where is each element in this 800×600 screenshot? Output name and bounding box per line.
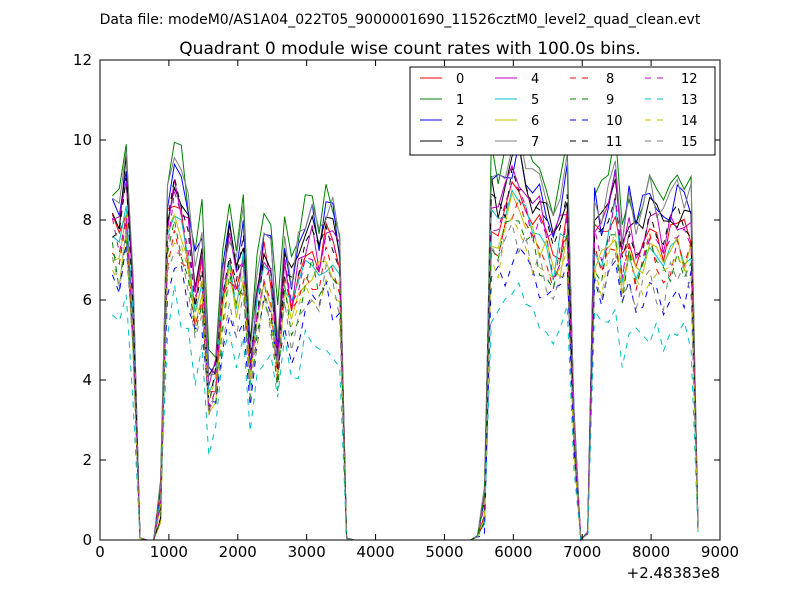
x-tick-label: 4000 xyxy=(356,543,394,561)
x-tick-label: 9000 xyxy=(701,543,739,561)
y-tick-label: 12 xyxy=(73,51,92,69)
legend-label-13: 13 xyxy=(681,93,698,108)
y-tick-label: 0 xyxy=(82,531,92,549)
legend-label-5: 5 xyxy=(531,93,539,108)
legend-label-7: 7 xyxy=(531,135,539,150)
x-tick-label: 5000 xyxy=(425,543,463,561)
x-tick-label: 2000 xyxy=(219,543,257,561)
legend-label-9: 9 xyxy=(606,93,614,108)
legend-label-14: 14 xyxy=(681,114,698,129)
legend-label-11: 11 xyxy=(606,135,623,150)
y-tick-label: 6 xyxy=(82,291,92,309)
legend-frame xyxy=(409,66,716,156)
legend-label-6: 6 xyxy=(531,114,539,129)
legend-label-4: 4 xyxy=(531,72,539,87)
x-tick-label: 8000 xyxy=(632,543,670,561)
y-tick-label: 2 xyxy=(82,451,92,469)
y-tick-label: 10 xyxy=(73,131,92,149)
x-offset-label: +2.48383e8 xyxy=(627,564,720,582)
x-axis: 0 1000 2000 3000 4000 5000 6000 7000 8000 9000 xyxy=(95,60,739,561)
legend-label-15: 15 xyxy=(681,135,698,150)
legend-label-8: 8 xyxy=(606,72,614,87)
x-tick-label: 0 xyxy=(95,543,105,561)
legend-label-10: 10 xyxy=(606,114,623,129)
x-tick-label: 3000 xyxy=(288,543,326,561)
series-line-13 xyxy=(112,281,699,541)
legend-label-12: 12 xyxy=(681,72,698,87)
legend-label-3: 3 xyxy=(456,135,464,150)
legend-label-2: 2 xyxy=(456,114,464,129)
legend-label-0: 0 xyxy=(456,72,464,87)
chart-suptitle: Data file: modeM0/AS1A04_022T05_90000016… xyxy=(100,12,701,28)
chart-title: Quadrant 0 module wise count rates with … xyxy=(179,39,640,59)
legend-label-1: 1 xyxy=(456,93,464,108)
x-tick-label: 1000 xyxy=(150,543,188,561)
x-tick-label: 7000 xyxy=(563,543,601,561)
y-tick-label: 8 xyxy=(82,211,92,229)
x-tick-label: 6000 xyxy=(494,543,532,561)
y-tick-label: 4 xyxy=(82,371,92,389)
